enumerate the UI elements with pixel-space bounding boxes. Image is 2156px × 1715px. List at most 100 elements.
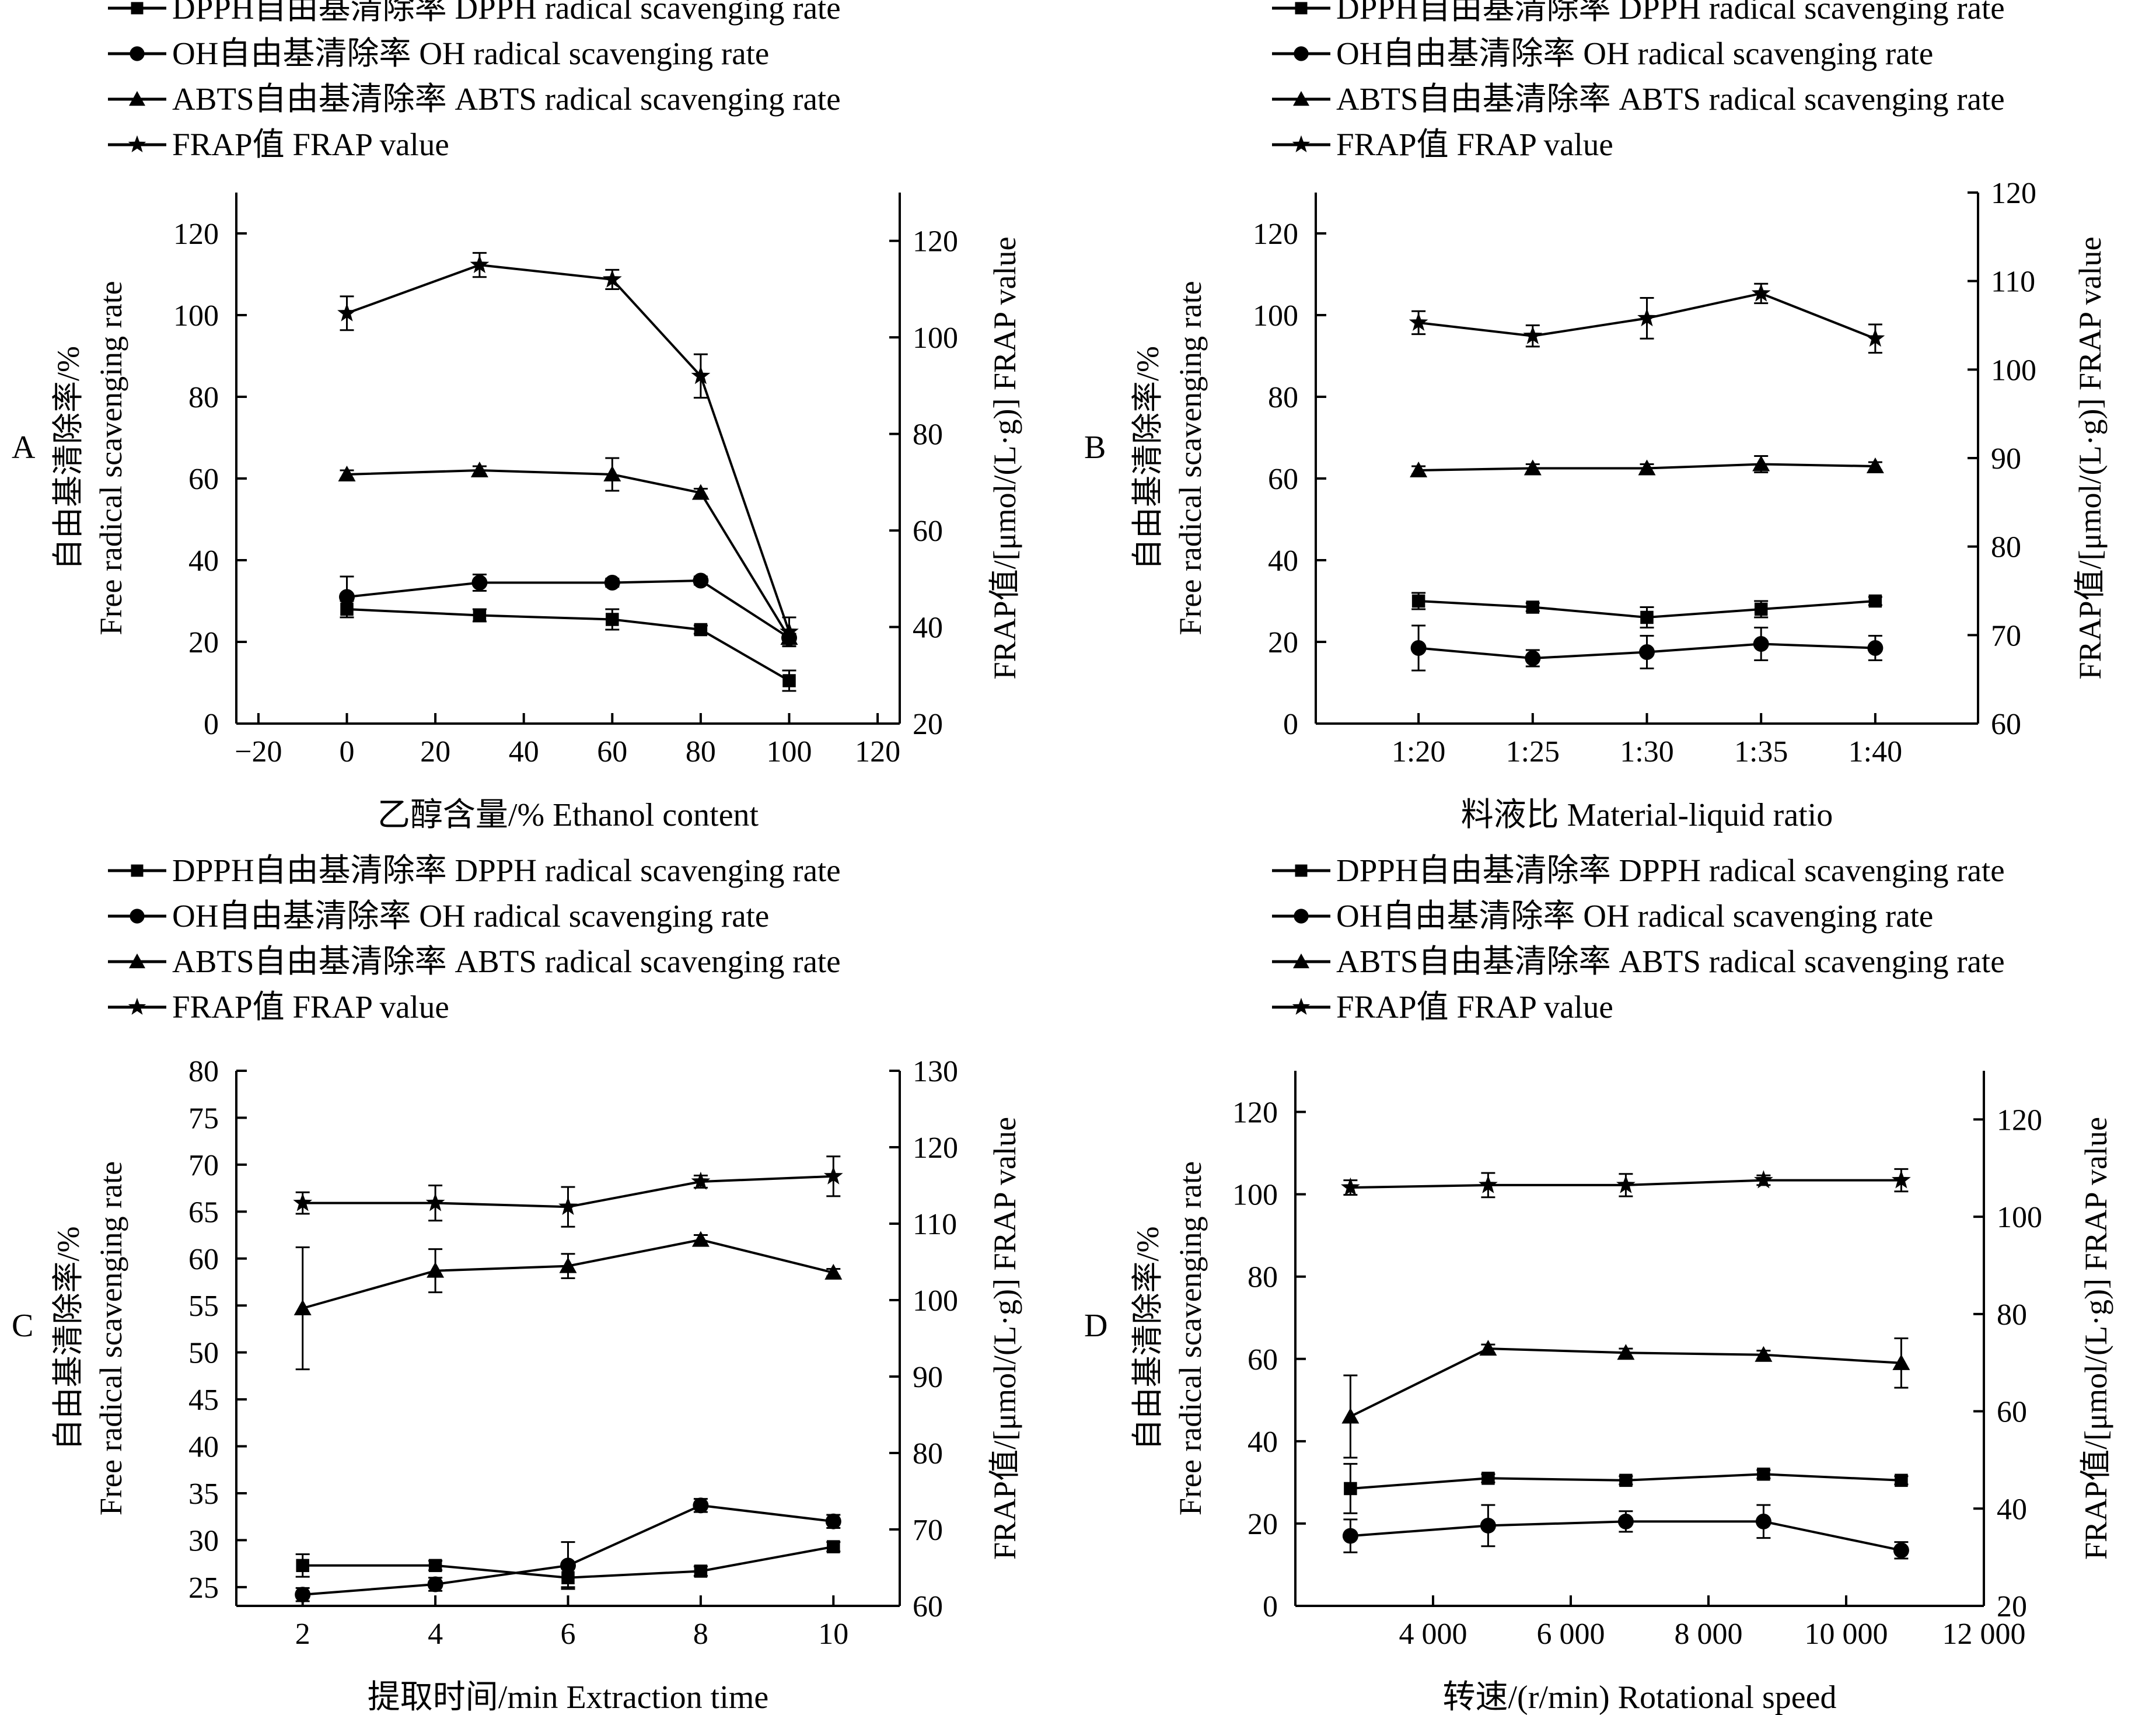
data-point xyxy=(1640,610,1654,624)
data-point xyxy=(1410,640,1427,656)
x-axis-title: 转速/(r/min) Rotational speed xyxy=(1443,1679,1837,1715)
right-y-tick-label: 20 xyxy=(913,708,943,741)
left-y-tick-label: 100 xyxy=(1253,299,1298,333)
series-abts xyxy=(293,1231,843,1371)
legend-label: DPPH自由基清除率 DPPH radical scavenging rate xyxy=(1336,0,2005,26)
left-y-tick-label: 60 xyxy=(188,1243,219,1276)
left-y-tick-label: 0 xyxy=(204,708,219,741)
right-y-tick-label: 60 xyxy=(1991,708,2021,741)
legend: DPPH自由基清除率 DPPH radical scavenging rate O… xyxy=(1272,853,2005,1025)
right-y-title: FRAP值/[μmol/(L·g)] FRAP value xyxy=(2073,237,2108,680)
series-abts xyxy=(1341,1337,1910,1459)
left-y-tick-label: 35 xyxy=(188,1478,219,1511)
series-frap xyxy=(337,252,799,648)
data-point xyxy=(470,462,488,477)
legend-label: OH自由基清除率 OH radical scavenging rate xyxy=(1336,898,1933,934)
left-y-title-en: Free radical scavenging rate xyxy=(93,281,128,635)
left-y-tick-label: 70 xyxy=(188,1149,219,1182)
left-y-tick-label: 40 xyxy=(1268,544,1298,578)
right-y-tick-label: 120 xyxy=(913,1131,958,1165)
data-point xyxy=(1525,650,1541,666)
series-abts xyxy=(1410,455,1884,477)
right-y-tick-label: 100 xyxy=(913,1284,958,1318)
series-dpph xyxy=(1343,1463,1909,1514)
data-point xyxy=(1480,1517,1496,1534)
data-point xyxy=(827,1540,840,1553)
left-y-tick-label: 65 xyxy=(188,1196,219,1229)
legend-marker-dpph xyxy=(131,2,144,15)
data-point xyxy=(1344,1482,1357,1496)
legend-marker-oh xyxy=(1294,46,1309,61)
legend-marker-oh xyxy=(1294,909,1309,924)
data-point xyxy=(1755,1346,1773,1362)
series-oh xyxy=(1410,624,1884,672)
data-point xyxy=(1895,1473,1908,1487)
legend-label: DPPH自由基清除率 DPPH radical scavenging rate xyxy=(172,853,841,888)
right-y-tick-label: 100 xyxy=(1991,354,2036,387)
series-line xyxy=(346,264,791,633)
legend-label: ABTS自由基清除率 ABTS radical scavenging rate xyxy=(172,81,841,117)
right-y-tick-label: 20 xyxy=(1997,1590,2027,1623)
legend-marker-frap xyxy=(1292,997,1311,1015)
left-y-title-en: Free radical scavenging rate xyxy=(1173,281,1208,635)
right-y-tick-label: 120 xyxy=(1991,177,2036,210)
data-point xyxy=(1639,644,1655,660)
panel-a: DPPH自由基清除率 DPPH radical scavenging rate O… xyxy=(12,0,1022,833)
right-y-tick-label: 100 xyxy=(913,322,958,355)
right-y-tick-label: 120 xyxy=(1997,1103,2042,1137)
data-point xyxy=(825,1513,841,1529)
x-tick-label: 20 xyxy=(420,735,450,769)
data-point xyxy=(823,1166,843,1185)
x-axis-title: 乙醇含量/% Ethanol content xyxy=(378,797,759,833)
data-point xyxy=(691,484,710,500)
data-point xyxy=(694,1564,708,1578)
legend-marker-abts xyxy=(129,91,145,106)
right-y-tick-label: 60 xyxy=(913,1590,943,1623)
x-tick-label: 6 xyxy=(561,1618,576,1651)
left-y-tick-label: 60 xyxy=(188,463,219,496)
legend-marker-oh xyxy=(130,909,145,924)
data-point xyxy=(1892,1354,1910,1370)
data-point xyxy=(1409,312,1428,331)
series-line xyxy=(347,608,790,682)
left-y-tick-label: 30 xyxy=(188,1524,219,1557)
x-tick-label: 100 xyxy=(767,735,812,769)
x-tick-label: 10 xyxy=(818,1618,848,1651)
legend-label: DPPH自由基清除率 DPPH radical scavenging rate xyxy=(172,0,841,26)
x-tick-label: 40 xyxy=(509,735,539,769)
legend-label: DPPH自由基清除率 DPPH radical scavenging rate xyxy=(1336,853,2005,888)
left-y-tick-label: 120 xyxy=(1232,1096,1278,1130)
legend-marker-abts xyxy=(1293,953,1309,969)
right-y-tick-label: 70 xyxy=(1991,619,2021,652)
panel-d: DPPH自由基清除率 DPPH radical scavenging rate O… xyxy=(1084,853,2113,1715)
data-point xyxy=(558,1196,578,1215)
left-y-tick-label: 45 xyxy=(188,1384,219,1417)
left-y-tick-label: 75 xyxy=(188,1102,219,1135)
left-y-tick-label: 40 xyxy=(188,1431,219,1464)
right-y-tick-label: 110 xyxy=(913,1208,957,1241)
data-point xyxy=(1868,594,1882,608)
data-point xyxy=(560,1557,576,1574)
x-tick-label: 4 000 xyxy=(1399,1618,1467,1651)
data-point xyxy=(293,1300,312,1316)
series-oh xyxy=(295,1497,841,1603)
right-y-tick-label: 110 xyxy=(1991,266,2035,299)
right-y-title: FRAP值/[μmol/(L·g)] FRAP value xyxy=(987,237,1022,680)
series-abts xyxy=(338,457,798,645)
data-point xyxy=(1751,283,1771,302)
left-y-title-cn: 自由基清除率/% xyxy=(1130,346,1165,570)
data-point xyxy=(603,466,621,481)
left-y-tick-label: 60 xyxy=(1268,463,1298,496)
panel-b: DPPH自由基清除率 DPPH radical scavenging rate O… xyxy=(1084,0,2108,833)
data-point xyxy=(1752,455,1770,471)
right-y-title: FRAP值/[μmol/(L·g)] FRAP value xyxy=(987,1117,1022,1560)
left-y-tick-label: 25 xyxy=(188,1571,219,1605)
axes: 4 000 6 000 8 000 10 000 12 000 0 20 40 60 80 100 1… xyxy=(1232,1071,2042,1651)
x-axis-title: 提取时间/min Extraction time xyxy=(368,1679,768,1715)
left-y-tick-label: 20 xyxy=(188,626,219,659)
data-point xyxy=(1479,1175,1498,1193)
panel-letter: D xyxy=(1084,1308,1107,1344)
data-point xyxy=(606,613,619,626)
right-y-tick-label: 80 xyxy=(1991,531,2021,564)
